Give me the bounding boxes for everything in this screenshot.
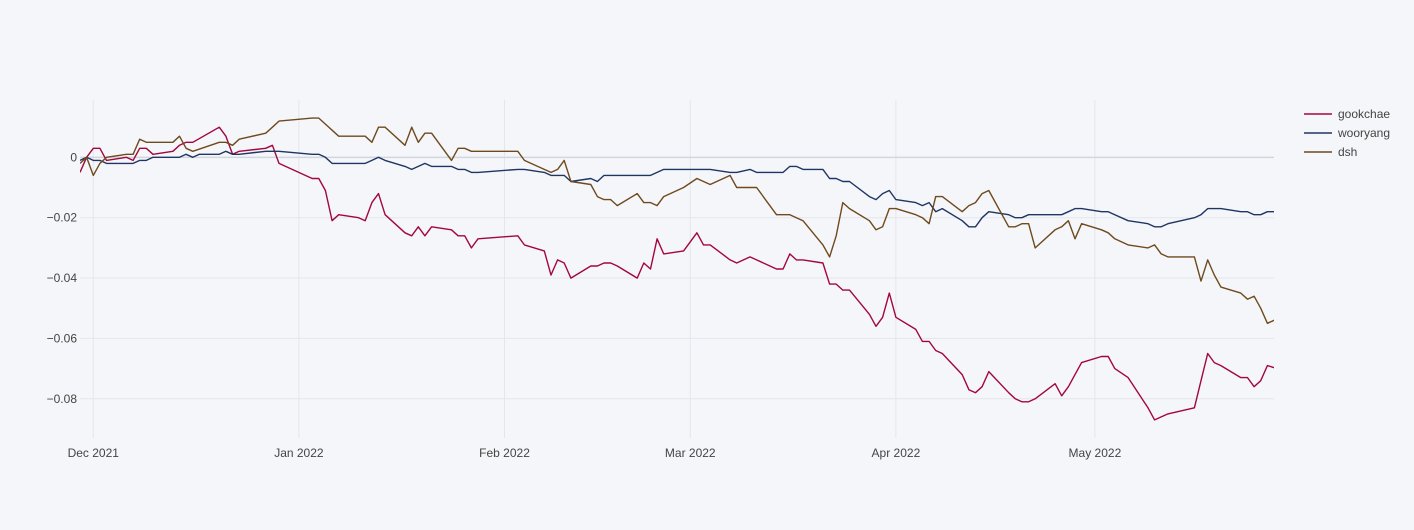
legend-item-wooryang[interactable]: wooryang [1304,126,1390,140]
grid-layer [80,100,1274,438]
legend-item-dsh[interactable]: dsh [1304,145,1357,159]
y-tick-label: −0.06 [47,331,78,345]
x-tick-label: Jan 2022 [274,446,324,460]
series-line-dsh[interactable] [80,117,1314,329]
x-tick-label: May 2022 [1069,446,1122,460]
x-tick-label: Feb 2022 [479,446,530,460]
axis-layer: Dec 2021 Jan 2022 Feb 2022 Mar 2022 Apr 2022… [47,150,1122,460]
series-line-wooryang[interactable] [80,150,1314,228]
y-tick-label: −0.08 [47,392,78,406]
x-tick-label: Mar 2022 [665,446,716,460]
legend[interactable]: gookchae wooryang dsh [1304,107,1390,159]
x-tick-label: Apr 2022 [872,446,921,460]
y-tick-label: 0 [70,150,77,164]
legend-item-gookchae[interactable]: gookchae [1304,107,1390,121]
legend-label: dsh [1338,145,1357,159]
series-layer [80,117,1314,421]
series-line-gookchae[interactable] [80,126,1314,421]
legend-label: wooryang [1337,126,1390,140]
y-tick-label: −0.02 [47,211,78,225]
x-tick-label: Dec 2021 [68,446,120,460]
y-tick-label: −0.04 [47,271,78,285]
legend-label: gookchae [1338,107,1390,121]
